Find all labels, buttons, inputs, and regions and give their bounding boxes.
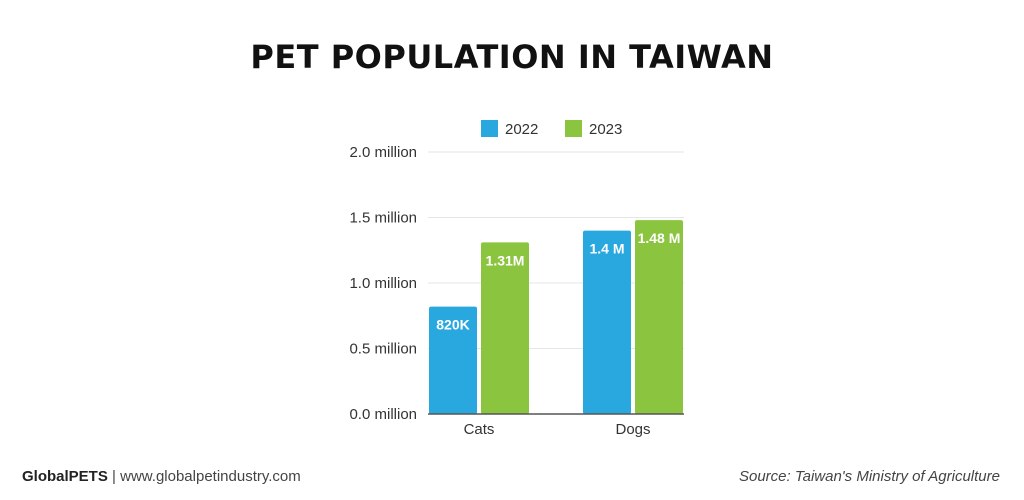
data-label: 820K	[436, 317, 469, 333]
data-label: 1.31M	[486, 252, 525, 268]
legend-label: 2022	[505, 121, 538, 138]
footer-brand: GlobalPETS	[22, 468, 108, 485]
data-label: 1.48 M	[638, 230, 681, 246]
x-tick-label: Cats	[464, 421, 495, 438]
data-label: 1.4 M	[589, 241, 624, 257]
bar-dogs-2023	[635, 220, 683, 414]
y-tick-label: 1.5 million	[349, 210, 417, 227]
y-tick-label: 0.0 million	[349, 406, 417, 423]
footer-source: Source: Taiwan's Ministry of Agriculture	[739, 468, 1000, 485]
y-tick-label: 2.0 million	[349, 144, 417, 161]
footer-separator: |	[112, 468, 116, 485]
y-tick-label: 0.5 million	[349, 341, 417, 358]
y-tick-label: 1.0 million	[349, 275, 417, 292]
footer-credit: GlobalPETS | www.globalpetindustry.com	[22, 468, 301, 485]
x-tick-label: Dogs	[615, 421, 650, 438]
legend-label: 2023	[589, 121, 622, 138]
legend-swatch-2023	[565, 120, 582, 137]
bar-dogs-2022	[583, 231, 631, 414]
footer-website: www.globalpetindustry.com	[120, 468, 301, 485]
legend-swatch-2022	[481, 120, 498, 137]
